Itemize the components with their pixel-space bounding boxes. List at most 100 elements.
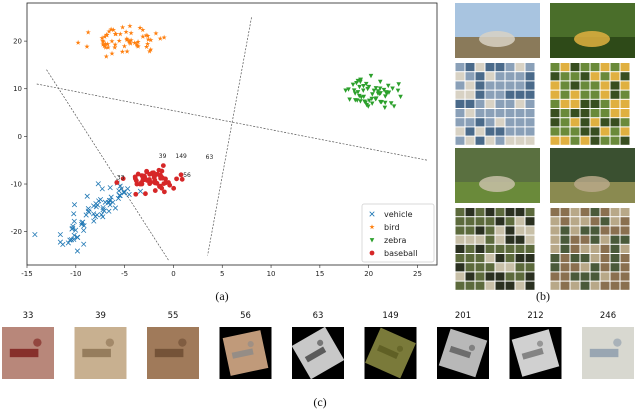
vehicle-point [32,231,38,238]
grid-tile [505,254,515,263]
grid-tile [550,90,560,99]
dashed-line-2 [207,17,252,256]
zebra-point [363,81,369,87]
bird-point [145,36,151,42]
grid-tile [455,254,465,263]
baseball-point [152,180,158,186]
grid-tile [610,254,620,263]
grid-tile [505,90,515,99]
thumbnail-56: 56 [219,311,272,379]
bird-group [550,3,635,145]
y-tick-label: 20 [13,38,22,46]
grid-tile [610,109,620,118]
zebra-point [398,94,403,100]
grid-tile [525,72,535,81]
grid-tile [525,208,535,217]
zebra-point [373,86,379,91]
grid-tile [505,109,515,118]
grid-tile [560,235,570,244]
bird-point [135,39,141,45]
grid-tile [465,281,475,290]
zebra-point [378,99,383,105]
grid-tile [590,272,600,281]
grid-tile [570,109,580,118]
baseball-point [151,175,157,181]
grid-tile [560,118,570,127]
thumbnail-label: 33 [23,311,34,321]
annotation-label: 56 [183,172,191,179]
grid-tile [550,208,560,217]
grid-tile [580,235,590,244]
zebra-point [375,89,381,94]
grid-tile [455,127,465,136]
grid-tile [515,127,525,136]
grid-tile [600,81,610,90]
grid-tile [550,217,560,226]
bird-point [103,53,109,59]
legend-label-vehicle: vehicle [384,210,413,219]
grid-tile [515,208,525,217]
series-baseball [114,163,185,197]
vehicle-point [71,202,78,208]
thumbnail-label: 212 [527,311,543,321]
bird-point [145,33,151,39]
grid-tile [455,63,465,72]
grid-tile [600,118,610,127]
grid-tile [475,136,485,145]
baseball-point [144,168,150,174]
grid-tile [505,217,515,226]
grid-tile [620,72,630,81]
grid-tile [525,127,535,136]
baseball-point [160,163,166,168]
zebra-point [353,98,358,103]
vehicle-point [81,227,87,234]
bird-point [153,30,159,36]
x-tick-label: 15 [315,270,324,278]
grid-tile [610,281,620,290]
grid-tile [610,127,620,136]
legend-marker-bird [369,224,375,230]
annotation-label: 149 [175,153,187,160]
grid-tile [505,81,515,90]
bird-point [124,48,130,54]
grid-tile [590,63,600,72]
vehicle-point [91,211,97,217]
grid-tile [475,127,485,136]
grid-tile [455,281,465,290]
grid-tile [600,109,610,118]
grid-tile [465,109,475,118]
zebra-point [351,88,357,93]
grid-tile [485,99,495,108]
bird-point [123,29,129,35]
grid-tile [475,254,485,263]
grid-tile [580,226,590,235]
grid-tile [525,81,535,90]
zebra-point [369,96,375,102]
grid-tile [560,72,570,81]
grid-tile [580,99,590,108]
grid-tile [505,127,515,136]
zebra-point [390,86,395,91]
grid-tile [610,272,620,281]
grid-tile [580,118,590,127]
baseball-point [147,171,153,177]
grid-tile [550,136,560,145]
grid-tile [455,109,465,118]
zebra-point [377,91,382,97]
grid-tile [475,281,485,290]
grid-tile [495,244,505,253]
grid-tile [610,208,620,217]
grid-tile [580,109,590,118]
vehicle-point [107,202,113,208]
x-tick-label: 25 [413,270,422,278]
grid-tile [580,136,590,145]
grid-tile [495,118,505,127]
bird-point [84,43,90,49]
grid-tile [560,208,570,217]
grid-tile [495,281,505,290]
grid-tile [590,254,600,263]
vehicle-point [118,186,124,192]
vehicle-point [126,191,132,198]
grid-tile [560,254,570,263]
grid-tile [475,90,485,99]
